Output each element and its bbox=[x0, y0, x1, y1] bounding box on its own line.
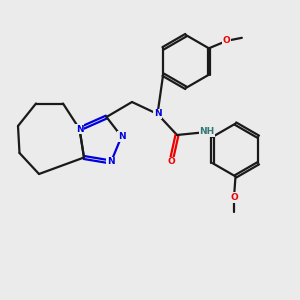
Text: N: N bbox=[107, 158, 115, 166]
Text: N: N bbox=[154, 110, 161, 118]
Text: NH: NH bbox=[200, 128, 214, 136]
Text: O: O bbox=[230, 193, 238, 202]
Text: O: O bbox=[167, 158, 175, 166]
Text: O: O bbox=[223, 36, 231, 45]
Text: N: N bbox=[76, 124, 83, 134]
Text: N: N bbox=[118, 132, 125, 141]
